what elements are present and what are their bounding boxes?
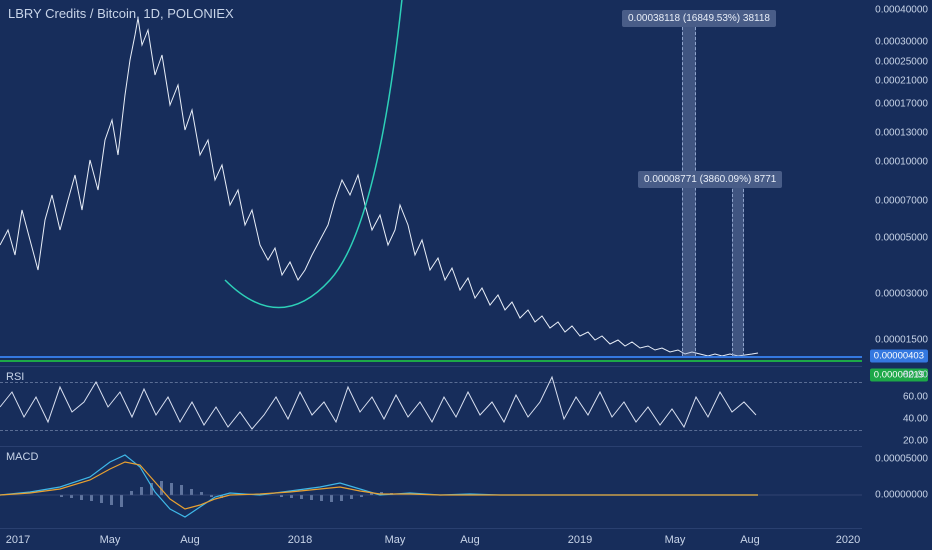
y-tick-label: 0.00003000 [875, 289, 928, 300]
x-tick-label: 2020 [836, 534, 860, 546]
support-line-green [0, 360, 862, 362]
y-tick-label: 0.00005000 [875, 454, 928, 465]
y-tick-label: 0.00010000 [875, 157, 928, 168]
y-tick-label: 0.00030000 [875, 37, 928, 48]
macd-svg [0, 447, 862, 528]
price-target-label: 0.00038118 (16849.53%) 38118 [622, 10, 776, 27]
y-tick-label: 0.00005000 [875, 233, 928, 244]
trading-chart[interactable]: LBRY Credits / Bitcoin, 1D, POLONIEX 0.0… [0, 0, 932, 550]
price-target-bar [732, 184, 744, 356]
y-tick-label: 0.00013000 [875, 128, 928, 139]
y-tick-label: 0.00001500 [875, 335, 928, 346]
x-axis: 2017 May Aug 2018 May Aug 2019 May Aug 2020 [0, 528, 862, 550]
y-tick-label: 0.00040000 [875, 5, 928, 16]
macd-pane[interactable]: MACD [0, 447, 862, 528]
x-tick-label: Aug [180, 534, 200, 546]
price-target-label: 0.00008771 (3860.09%) 8771 [638, 171, 782, 188]
rsi-pane[interactable]: RSI [0, 367, 862, 447]
y-tick-label: 40.00 [903, 414, 928, 425]
y-axis: 0.00040000 0.00030000 0.00025000 0.00021000… [862, 0, 932, 550]
y-tick-label: 0.00017000 [875, 99, 928, 110]
rsi-svg [0, 367, 862, 447]
y-tick-label: 20.00 [903, 436, 928, 447]
price-target-bar [682, 22, 696, 356]
support-line-blue [0, 356, 862, 358]
x-tick-label: Aug [740, 534, 760, 546]
x-tick-label: 2019 [568, 534, 592, 546]
y-tick-label: 80.00 [903, 370, 928, 381]
x-tick-label: Aug [460, 534, 480, 546]
x-tick-label: 2018 [288, 534, 312, 546]
price-pane[interactable]: 0.00038118 (16849.53%) 38118 0.00008771 (… [0, 0, 862, 367]
x-tick-label: May [100, 534, 121, 546]
y-tick-label: 0.00000000 [875, 490, 928, 501]
y-tick-label: 0.00021000 [875, 76, 928, 87]
y-tick-label: 0.00007000 [875, 196, 928, 207]
chart-title: LBRY Credits / Bitcoin, 1D, POLONIEX [8, 6, 234, 21]
x-tick-label: May [665, 534, 686, 546]
x-tick-label: 2017 [6, 534, 30, 546]
y-tick-label: 0.00025000 [875, 57, 928, 68]
y-tick-label: 60.00 [903, 392, 928, 403]
x-tick-label: May [385, 534, 406, 546]
